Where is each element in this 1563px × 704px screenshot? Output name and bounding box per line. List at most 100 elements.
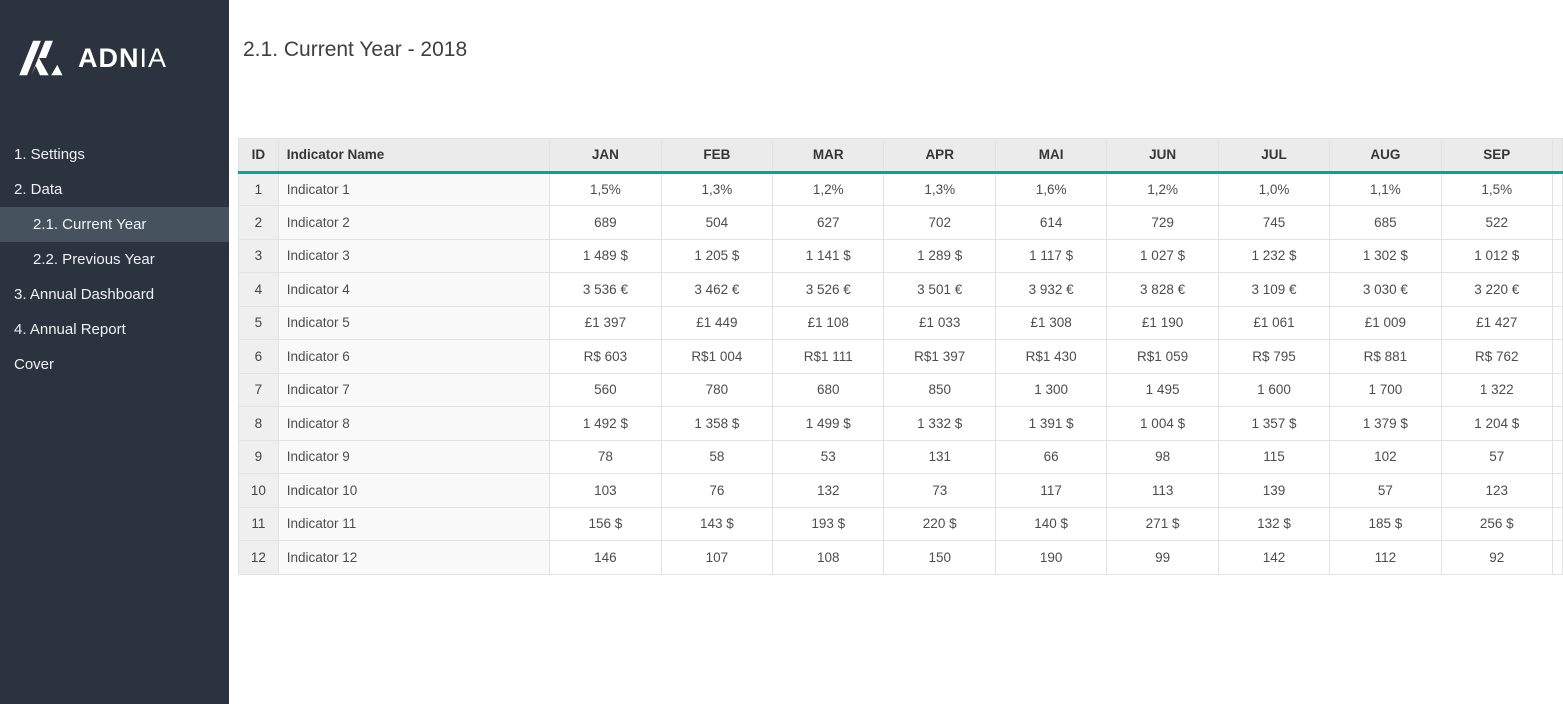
value-cell[interactable]: 3 526 € <box>772 272 885 307</box>
value-cell[interactable]: 99 <box>1106 540 1219 575</box>
value-cell[interactable]: 102 <box>1329 439 1442 474</box>
value-cell[interactable]: 185 $ <box>1329 506 1442 541</box>
value-cell[interactable]: 1,6% <box>994 171 1108 206</box>
indicator-name-cell[interactable]: Indicator 3 <box>277 238 551 273</box>
value-cell[interactable]: 1,5% <box>1440 171 1553 206</box>
value-cell[interactable]: 745 <box>1217 205 1331 240</box>
indicator-name-cell[interactable]: Indicator 11 <box>277 506 551 541</box>
value-cell[interactable]: 112 <box>1329 540 1442 575</box>
value-cell[interactable]: 729 <box>1106 205 1219 240</box>
value-cell[interactable]: 1 289 $ <box>883 238 996 273</box>
value-cell[interactable]: R$ 881 <box>1329 339 1442 374</box>
value-cell[interactable]: 3 828 € <box>1106 272 1219 307</box>
value-cell[interactable]: 1 391 $ <box>994 406 1108 441</box>
value-cell[interactable]: £1 108 <box>772 305 885 340</box>
value-cell[interactable]: 146 <box>549 540 662 575</box>
value-cell[interactable]: 193 $ <box>772 506 885 541</box>
value-cell[interactable]: 190 <box>994 540 1108 575</box>
value-cell[interactable]: £1 009 <box>1329 305 1442 340</box>
value-cell[interactable]: 115 <box>1217 439 1331 474</box>
id-cell[interactable]: 2 <box>238 205 279 240</box>
value-cell[interactable]: R$ 795 <box>1217 339 1331 374</box>
value-cell[interactable]: 1 600 <box>1217 372 1331 407</box>
value-cell[interactable]: 57 <box>1440 439 1553 474</box>
indicator-name-cell[interactable]: Indicator 4 <box>277 272 551 307</box>
value-cell[interactable]: 113 <box>1106 473 1219 508</box>
value-cell[interactable]: 3 030 € <box>1329 272 1442 307</box>
id-cell[interactable]: 8 <box>238 406 279 441</box>
value-cell[interactable]: 3 536 € <box>549 272 662 307</box>
value-cell[interactable]: 271 $ <box>1106 506 1219 541</box>
value-cell[interactable]: 1 495 <box>1106 372 1219 407</box>
value-cell[interactable]: 1,2% <box>1106 171 1219 206</box>
indicator-name-cell[interactable]: Indicator 5 <box>277 305 551 340</box>
value-cell[interactable]: 1 004 $ <box>1106 406 1219 441</box>
sidebar-item-annual-report[interactable]: 4. Annual Report <box>14 321 126 338</box>
value-cell[interactable]: 702 <box>883 205 996 240</box>
indicator-name-cell[interactable]: Indicator 2 <box>277 205 551 240</box>
value-cell[interactable]: 58 <box>660 439 774 474</box>
id-cell[interactable]: 3 <box>238 238 279 273</box>
value-cell[interactable]: 108 <box>772 540 885 575</box>
value-cell[interactable]: 107 <box>660 540 774 575</box>
id-cell[interactable]: 10 <box>238 473 279 508</box>
sidebar-item-current-year[interactable]: 2.1. Current Year <box>0 207 229 242</box>
value-cell[interactable]: £1 449 <box>660 305 774 340</box>
value-cell[interactable]: 3 501 € <box>883 272 996 307</box>
value-cell[interactable]: 1 322 <box>1440 372 1553 407</box>
indicator-name-cell[interactable]: Indicator 1 <box>277 171 551 206</box>
value-cell[interactable]: 92 <box>1440 540 1553 575</box>
value-cell[interactable]: 1,3% <box>660 171 774 206</box>
sidebar-item-settings[interactable]: 1. Settings <box>14 146 85 163</box>
value-cell[interactable]: 66 <box>994 439 1108 474</box>
value-cell[interactable]: £1 061 <box>1217 305 1331 340</box>
value-cell[interactable]: 1,1% <box>1329 171 1442 206</box>
value-cell[interactable]: 57 <box>1329 473 1442 508</box>
value-cell[interactable]: 1 492 $ <box>549 406 662 441</box>
value-cell[interactable]: 150 <box>883 540 996 575</box>
value-cell[interactable]: R$ 603 <box>549 339 662 374</box>
value-cell[interactable]: 3 109 € <box>1217 272 1331 307</box>
value-cell[interactable]: 780 <box>660 372 774 407</box>
value-cell[interactable]: 76 <box>660 473 774 508</box>
indicator-name-cell[interactable]: Indicator 7 <box>277 372 551 407</box>
value-cell[interactable]: 689 <box>549 205 662 240</box>
value-cell[interactable]: 139 <box>1217 473 1331 508</box>
value-cell[interactable]: 256 $ <box>1440 506 1553 541</box>
value-cell[interactable]: 614 <box>994 205 1108 240</box>
value-cell[interactable]: 131 <box>883 439 996 474</box>
id-cell[interactable]: 1 <box>238 171 279 206</box>
value-cell[interactable]: 142 <box>1217 540 1331 575</box>
value-cell[interactable]: 156 $ <box>549 506 662 541</box>
value-cell[interactable]: 1 205 $ <box>660 238 774 273</box>
id-cell[interactable]: 6 <box>238 339 279 374</box>
value-cell[interactable]: R$1 111 <box>772 339 885 374</box>
value-cell[interactable]: 560 <box>549 372 662 407</box>
value-cell[interactable]: 1 379 $ <box>1329 406 1442 441</box>
value-cell[interactable]: 132 $ <box>1217 506 1331 541</box>
value-cell[interactable]: 117 <box>994 473 1108 508</box>
value-cell[interactable]: 1,5% <box>549 171 662 206</box>
id-cell[interactable]: 9 <box>238 439 279 474</box>
value-cell[interactable]: 1 300 <box>994 372 1108 407</box>
id-cell[interactable]: 7 <box>238 372 279 407</box>
value-cell[interactable]: 522 <box>1440 205 1553 240</box>
value-cell[interactable]: 1 489 $ <box>549 238 662 273</box>
value-cell[interactable]: 1,0% <box>1217 171 1331 206</box>
value-cell[interactable]: 1,3% <box>883 171 996 206</box>
value-cell[interactable]: R$1 059 <box>1106 339 1219 374</box>
value-cell[interactable]: £1 427 <box>1440 305 1553 340</box>
value-cell[interactable]: R$ 762 <box>1440 339 1553 374</box>
value-cell[interactable]: 132 <box>772 473 885 508</box>
value-cell[interactable]: 1 117 $ <box>994 238 1108 273</box>
value-cell[interactable]: 1 204 $ <box>1440 406 1553 441</box>
value-cell[interactable]: 1 357 $ <box>1217 406 1331 441</box>
value-cell[interactable]: R$1 004 <box>660 339 774 374</box>
value-cell[interactable]: 143 $ <box>660 506 774 541</box>
id-cell[interactable]: 5 <box>238 305 279 340</box>
value-cell[interactable]: £1 190 <box>1106 305 1219 340</box>
sidebar-item-cover[interactable]: Cover <box>14 356 55 373</box>
sidebar-item-previous-year[interactable]: 2.2. Previous Year <box>33 251 155 268</box>
value-cell[interactable]: 98 <box>1106 439 1219 474</box>
indicator-name-cell[interactable]: Indicator 10 <box>277 473 551 508</box>
